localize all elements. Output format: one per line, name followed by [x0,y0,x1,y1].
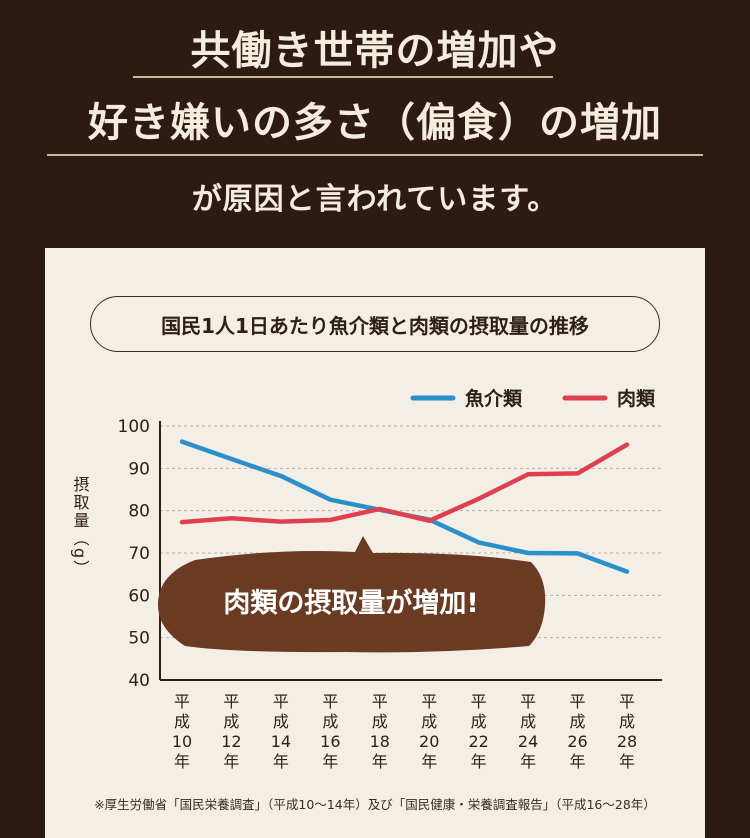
x-tick-label: 年 [471,752,487,771]
x-tick-label: 平 [421,692,437,711]
x-tick-label: 年 [322,752,338,771]
x-tick-label: 平 [619,692,635,711]
x-tick-label: 26 [567,732,587,751]
x-tick-label: 24 [518,732,538,751]
x-tick-label: 成 [372,712,388,731]
x-tick-label: 14 [271,732,291,751]
source-note: ※厚生労働省「国民栄養調査」（平成10〜14年）及び「国民健康・栄養調査報告」（… [94,797,656,812]
y-tick-label: 90 [128,459,150,479]
x-tick-label: 平 [570,692,586,711]
y-tick-label: 60 [128,586,150,606]
y-tick-label: 70 [128,544,150,564]
x-tick-label: 成 [421,712,437,731]
x-tick-label: 年 [421,752,437,771]
headline-underline-1 [133,76,553,78]
y-tick-label: 50 [128,629,150,649]
chart-title: 国民1人1日あたり魚介類と肉類の摂取量の推移 [90,296,660,352]
y-tick-label: 100 [118,417,150,437]
x-tick-label: 平 [372,692,388,711]
x-tick-label: 年 [570,752,586,771]
legend-label: 肉類 [617,387,656,410]
x-tick-label: 平 [322,692,338,711]
x-tick-label: 成 [520,712,536,731]
headline-line-2: 好き嫌いの多さ（偏食）の増加 [88,100,662,146]
annotation-bubble [157,536,546,653]
line-chart: 100908070605040摂取量（g）平成10年平成12年平成14年平成16… [71,387,662,771]
x-tick-label: 20 [419,732,439,751]
x-tick-label: 成 [273,712,289,731]
x-tick-label: 10 [172,732,192,751]
x-tick-label: 年 [273,752,289,771]
x-tick-label: 18 [370,732,390,751]
x-tick-label: 平 [471,692,487,711]
headline-underline-2 [47,154,703,156]
x-tick-label: 成 [619,712,635,731]
x-tick-label: 平 [273,692,289,711]
x-tick-label: 16 [320,732,340,751]
legend-label: 魚介類 [465,387,523,410]
x-tick-label: 28 [617,732,637,751]
x-tick-label: 成 [174,712,190,731]
series-line-fish [179,439,630,574]
y-tick-label: 80 [128,502,150,522]
x-tick-label: 平 [223,692,239,711]
x-tick-label: 年 [223,752,239,771]
headline-line-3: が原因と言われています。 [191,182,559,217]
y-tick-label: 40 [128,671,150,691]
annotation-text: 肉類の摂取量が増加! [223,587,478,619]
x-tick-label: 年 [520,752,536,771]
chart-panel: 国民1人1日あたり魚介類と肉類の摂取量の推移 100 90 80 70 60 50 40 摂取… [45,248,705,838]
x-tick-label: 年 [619,752,635,771]
x-tick-label: 成 [570,712,586,731]
x-tick-label: 年 [372,752,388,771]
x-tick-label: 成 [471,712,487,731]
headline-line-1: 共働き世帯の増加や [190,28,560,74]
x-tick-label: 年 [174,752,190,771]
x-tick-label: 成 [322,712,338,731]
x-tick-label: 成 [223,712,239,731]
x-tick-label: 12 [221,732,241,751]
x-tick-label: 22 [468,732,488,751]
y-axis-label: 摂取量（g） [71,476,90,578]
series-line-meat [179,442,630,525]
x-tick-label: 平 [520,692,536,711]
x-tick-label: 平 [174,692,190,711]
